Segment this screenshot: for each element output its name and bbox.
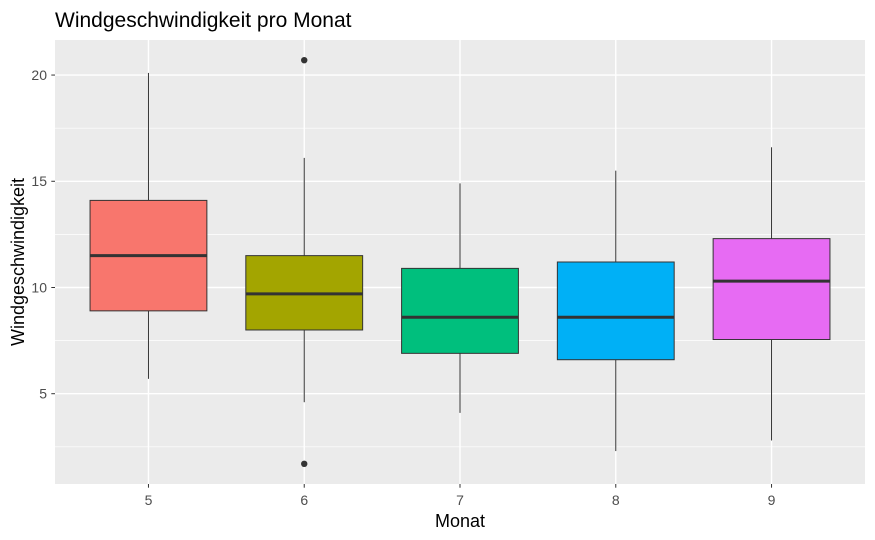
x-tick-label: 9 — [768, 492, 776, 508]
boxplot-month-9 — [712, 147, 831, 441]
y-axis-title: Windgeschwindigkeit — [8, 178, 28, 346]
x-axis-title: Monat — [435, 511, 485, 531]
y-tick-label: 15 — [31, 173, 47, 189]
x-tick-label: 5 — [145, 492, 153, 508]
boxplot-month-5 — [89, 72, 208, 379]
x-tick-label: 6 — [300, 492, 308, 508]
outlier-point-month-6 — [301, 56, 308, 64]
boxplots — [89, 56, 831, 468]
boxplot-month-8 — [556, 170, 675, 452]
boxplot-month-7 — [401, 183, 519, 413]
y-tick-label: 20 — [31, 67, 47, 83]
box-month-8 — [556, 261, 675, 361]
x-axis: 5 6 7 8 9 — [145, 484, 776, 508]
box-month-7 — [401, 267, 519, 354]
y-tick-label: 10 — [31, 279, 47, 295]
boxplot-month-6 — [245, 56, 364, 468]
outlier-point-month-6 — [301, 460, 308, 468]
box-month-9 — [712, 238, 831, 341]
y-axis: 5 10 15 20 — [31, 67, 55, 402]
x-tick-label: 8 — [612, 492, 620, 508]
y-tick-label: 5 — [39, 386, 47, 402]
chart-title: Windgeschwindigkeit pro Monat — [55, 9, 352, 32]
x-tick-label: 7 — [456, 492, 464, 508]
